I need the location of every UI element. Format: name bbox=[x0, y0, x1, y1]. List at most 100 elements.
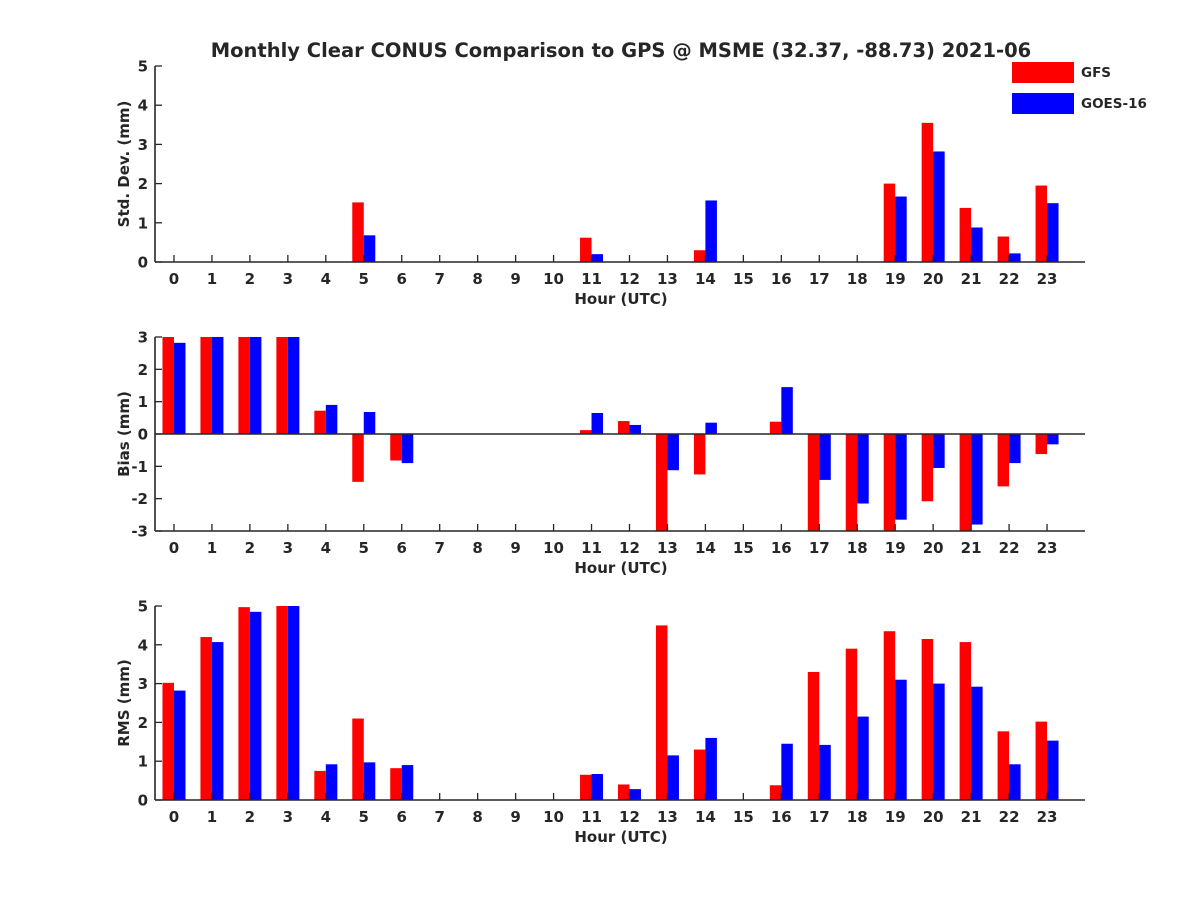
x-tick-label: 22 bbox=[999, 539, 1020, 557]
x-tick-label: 7 bbox=[434, 270, 444, 288]
bar-gfs-hour-14 bbox=[693, 434, 706, 475]
x-tick-label: 9 bbox=[510, 808, 520, 826]
bar-goes-16-hour-22 bbox=[1009, 253, 1021, 262]
x-tick-label: 3 bbox=[283, 539, 293, 557]
x-tick-label: 8 bbox=[472, 270, 482, 288]
y-tick-label: 0 bbox=[138, 426, 148, 444]
bar-gfs-hour-13 bbox=[655, 434, 668, 531]
bar-goes-16-hour-13 bbox=[667, 434, 679, 471]
bar-goes-16-hour-18 bbox=[857, 434, 869, 504]
x-tick-label: 12 bbox=[619, 539, 640, 557]
legend-label-goes-16: GOES-16 bbox=[1081, 96, 1147, 112]
bar-goes-16-hour-17 bbox=[819, 434, 831, 480]
bar-gfs-hour-23 bbox=[1035, 185, 1048, 262]
x-tick-label: 5 bbox=[359, 270, 369, 288]
x-tick-label: 11 bbox=[581, 539, 602, 557]
y-tick-label: 2 bbox=[138, 361, 148, 379]
y-axis-label: Bias (mm) bbox=[115, 391, 133, 477]
x-tick-label: 22 bbox=[999, 808, 1020, 826]
x-tick-label: 14 bbox=[695, 808, 716, 826]
legend-swatch-goes-16 bbox=[1012, 93, 1074, 114]
y-tick-label: 1 bbox=[138, 214, 148, 232]
bar-goes-16-hour-4 bbox=[325, 764, 338, 800]
bar-goes-16-hour-21 bbox=[971, 686, 983, 800]
bar-gfs-hour-21 bbox=[959, 642, 972, 800]
x-tick-label: 15 bbox=[733, 539, 754, 557]
bar-goes-16-hour-5 bbox=[363, 235, 376, 262]
x-tick-label: 17 bbox=[809, 539, 830, 557]
bar-gfs-hour-19 bbox=[883, 434, 896, 531]
bar-gfs-hour-22 bbox=[997, 236, 1010, 262]
x-tick-label: 4 bbox=[321, 539, 331, 557]
y-tick-label: -3 bbox=[131, 523, 148, 541]
bar-goes-16-hour-20 bbox=[933, 151, 945, 262]
bar-gfs-hour-12 bbox=[617, 784, 630, 800]
y-tick-label: 3 bbox=[138, 675, 148, 693]
bar-goes-16-hour-19 bbox=[895, 196, 907, 262]
x-tick-label: 13 bbox=[657, 808, 678, 826]
x-tick-label: 9 bbox=[510, 539, 520, 557]
bar-goes-16-hour-19 bbox=[895, 679, 907, 800]
bar-gfs-hour-22 bbox=[997, 434, 1010, 487]
x-tick-label: 11 bbox=[581, 808, 602, 826]
x-tick-label: 18 bbox=[847, 270, 868, 288]
x-tick-label: 20 bbox=[923, 539, 944, 557]
bar-goes-16-hour-0 bbox=[173, 690, 186, 800]
x-tick-label: 18 bbox=[847, 539, 868, 557]
bar-goes-16-hour-12 bbox=[629, 424, 641, 434]
x-axis-label: Hour (UTC) bbox=[574, 828, 667, 846]
legend-swatch-gfs bbox=[1012, 62, 1074, 83]
bar-goes-16-hour-3 bbox=[287, 337, 300, 434]
x-tick-label: 14 bbox=[695, 270, 716, 288]
bar-goes-16-hour-6 bbox=[401, 765, 414, 800]
x-tick-label: 21 bbox=[961, 808, 982, 826]
x-tick-label: 16 bbox=[771, 539, 792, 557]
bar-gfs-hour-23 bbox=[1035, 721, 1048, 800]
x-tick-label: 4 bbox=[321, 808, 331, 826]
x-tick-label: 19 bbox=[885, 270, 906, 288]
bar-gfs-hour-5 bbox=[352, 202, 364, 262]
bar-gfs-hour-21 bbox=[959, 434, 972, 531]
bar-gfs-hour-16 bbox=[769, 421, 782, 434]
x-tick-label: 2 bbox=[245, 270, 255, 288]
x-tick-label: 1 bbox=[207, 539, 217, 557]
x-tick-label: 22 bbox=[999, 270, 1020, 288]
bar-gfs-hour-12 bbox=[617, 421, 630, 434]
x-tick-label: 10 bbox=[543, 270, 564, 288]
bar-gfs-hour-2 bbox=[238, 337, 250, 434]
bar-goes-16-hour-22 bbox=[1009, 434, 1021, 464]
y-tick-label: 4 bbox=[138, 97, 148, 115]
x-axis-label: Hour (UTC) bbox=[574, 290, 667, 308]
x-tick-label: 8 bbox=[472, 539, 482, 557]
bar-goes-16-hour-5 bbox=[363, 412, 376, 434]
bar-gfs-hour-22 bbox=[997, 731, 1010, 800]
bar-goes-16-hour-19 bbox=[895, 434, 907, 520]
x-tick-label: 17 bbox=[809, 808, 830, 826]
bar-goes-16-hour-11 bbox=[591, 774, 604, 800]
x-tick-label: 16 bbox=[771, 808, 792, 826]
bar-goes-16-hour-12 bbox=[629, 789, 641, 800]
x-tick-label: 21 bbox=[961, 539, 982, 557]
x-tick-label: 23 bbox=[1037, 539, 1058, 557]
x-tick-label: 6 bbox=[397, 270, 407, 288]
bar-gfs-hour-11 bbox=[580, 774, 592, 800]
bar-goes-16-hour-20 bbox=[933, 683, 945, 800]
bar-goes-16-hour-3 bbox=[287, 606, 300, 800]
bar-gfs-hour-1 bbox=[200, 637, 212, 800]
bar-goes-16-hour-2 bbox=[249, 611, 262, 800]
bar-goes-16-hour-23 bbox=[1047, 434, 1059, 445]
y-tick-label: -2 bbox=[131, 490, 148, 508]
x-tick-label: 5 bbox=[359, 539, 369, 557]
y-tick-label: 0 bbox=[138, 254, 148, 272]
bar-goes-16-hour-21 bbox=[971, 434, 983, 525]
x-tick-label: 17 bbox=[809, 270, 830, 288]
x-tick-label: 12 bbox=[619, 270, 640, 288]
x-tick-label: 13 bbox=[657, 539, 678, 557]
bar-goes-16-hour-16 bbox=[781, 743, 793, 800]
x-tick-label: 7 bbox=[434, 808, 444, 826]
x-tick-label: 0 bbox=[169, 270, 179, 288]
